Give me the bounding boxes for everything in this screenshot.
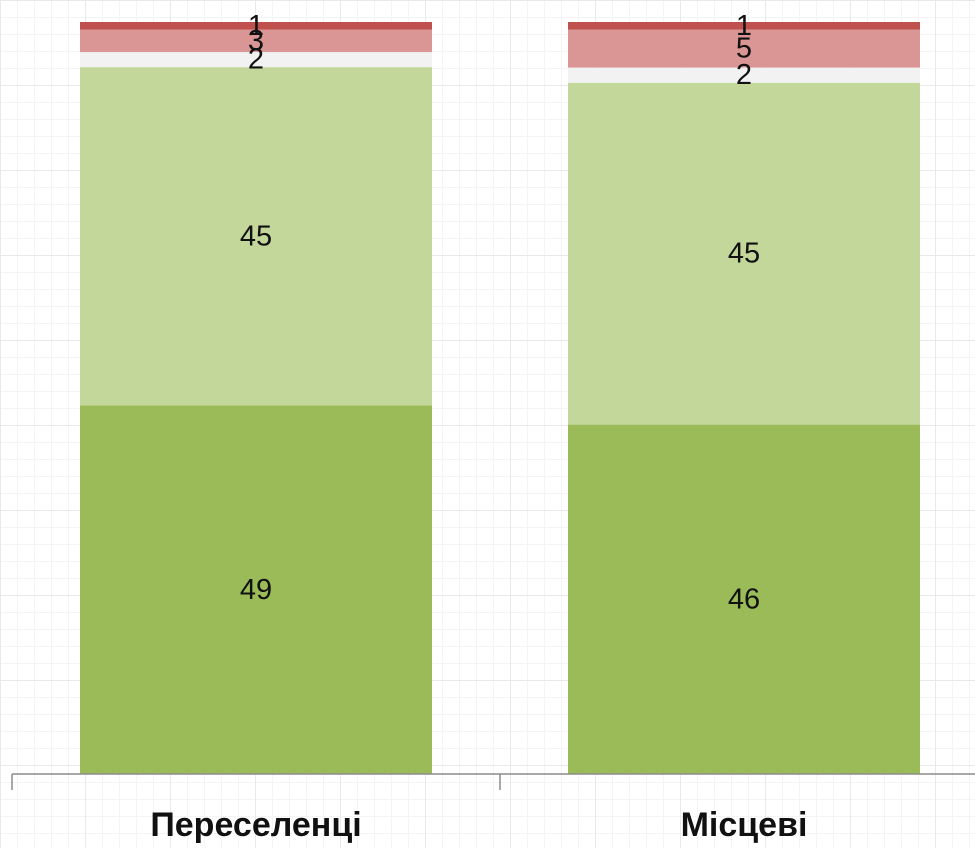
data-label: 46 xyxy=(728,583,760,615)
bar-segment xyxy=(568,29,920,68)
data-label: 45 xyxy=(728,238,760,270)
bar-segment xyxy=(80,67,432,406)
bar-segment xyxy=(80,22,432,30)
data-label: 3 xyxy=(248,25,264,57)
bar-segment xyxy=(568,82,920,425)
category-label: Місцеві xyxy=(681,806,808,844)
category-labels-layer: Переселенці Місцеві xyxy=(150,806,807,844)
data-label: 2 xyxy=(248,44,264,76)
data-label: 1 xyxy=(736,10,752,42)
bar-segment xyxy=(80,29,432,53)
data-label: 1 xyxy=(248,10,264,42)
bar-segment xyxy=(568,22,920,30)
data-label: 5 xyxy=(736,33,752,65)
data-label: 49 xyxy=(240,574,272,606)
category-label: Переселенці xyxy=(150,806,361,844)
data-label: 2 xyxy=(736,59,752,91)
bar-segment xyxy=(80,52,432,68)
data-label: 45 xyxy=(240,220,272,252)
bars-layer xyxy=(80,22,920,774)
x-axis xyxy=(11,773,975,790)
bar-segment xyxy=(568,424,920,774)
bar-segment xyxy=(80,405,432,774)
bar-segment xyxy=(568,67,920,83)
